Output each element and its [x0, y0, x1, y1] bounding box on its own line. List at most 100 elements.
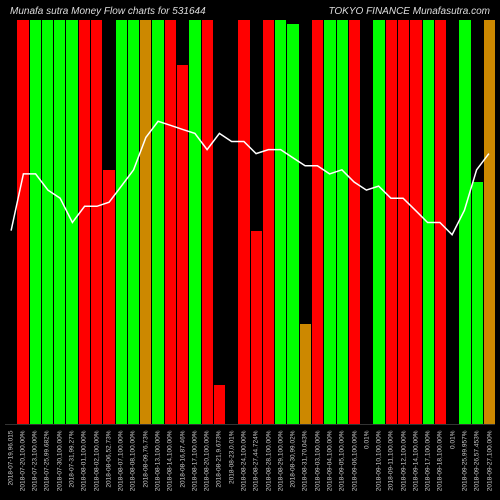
- bar-fill: [287, 24, 298, 425]
- bar-fill: [324, 20, 335, 425]
- bar-fill: [17, 20, 28, 425]
- x-label: 2018-09-27,100.00%: [484, 425, 495, 500]
- x-label-text: 2018-09-05,100.00%: [339, 431, 346, 492]
- bar-fill: [410, 20, 421, 425]
- x-label-text: 2018-07-23,100.00%: [32, 431, 39, 492]
- x-label-text: 2018-09-25,99.957%: [462, 431, 469, 492]
- x-label: 2018-09-14,100.00%: [410, 425, 421, 500]
- bar-fill: [79, 20, 90, 425]
- x-label: 0.01%: [361, 425, 372, 500]
- x-label-text: 2018-08-21,9.673%: [216, 431, 223, 488]
- x-label: 2018-08-21,9.673%: [214, 425, 225, 500]
- x-label-text: 2018-09-12,100.00%: [400, 431, 407, 492]
- x-label: 2018-08-28,100.00%: [263, 425, 274, 500]
- x-label-text: 0.01%: [363, 431, 370, 449]
- bar-fill: [275, 20, 286, 425]
- x-label: 2018-08-30,99.02%: [287, 425, 298, 500]
- x-label: 2018-09-05,100.00%: [337, 425, 348, 500]
- bar-fill: [349, 20, 360, 425]
- x-label: 2018-08-27,44.724%: [251, 425, 262, 500]
- bar-fill: [116, 20, 127, 425]
- x-label-text: 2018-09-18,100.00%: [437, 431, 444, 492]
- x-label: 2018-09-03,100.00%: [312, 425, 323, 500]
- bar-fill: [152, 20, 163, 425]
- x-label: 2018-08-09,76.73%: [140, 425, 151, 500]
- x-label-text: 2018-08-01,100.00%: [81, 431, 88, 492]
- x-label-text: 2018-07-19,96.015: [7, 431, 14, 486]
- x-label-text: 2018-09-04,100.00%: [326, 431, 333, 492]
- x-label: 2018-08-20,100.00%: [202, 425, 213, 500]
- x-label: 2018-08-29,100.00%: [275, 425, 286, 500]
- x-label-text: 2018-08-06,52.73%: [105, 431, 112, 488]
- x-label: 2018-09-17,100.00%: [423, 425, 434, 500]
- x-label: 2018-07-25,99.682%: [42, 425, 53, 500]
- x-label-text: 2018-09-06,100.00%: [351, 431, 358, 492]
- bar-fill: [214, 385, 225, 426]
- x-label: 2018-08-07,100.00%: [116, 425, 127, 500]
- x-label: 2018-08-14,100.00%: [165, 425, 176, 500]
- x-label-text: 2018-08-20,100.00%: [204, 431, 211, 492]
- bar-fill: [54, 20, 65, 425]
- x-label-text: 2018-08-09,76.73%: [142, 431, 149, 488]
- bar-fill: [189, 20, 200, 425]
- x-label-text: 2018-08-16,87.46%: [179, 431, 186, 488]
- x-label-text: 2018-08-17,100.00%: [191, 431, 198, 492]
- bar-fill: [263, 20, 274, 425]
- bar-fill: [472, 182, 483, 425]
- x-label-text: 2018-08-28,100.00%: [265, 431, 272, 492]
- bar-fill: [435, 20, 446, 425]
- x-label: 2018-07-31,99.27%: [66, 425, 77, 500]
- bar-fill: [337, 20, 348, 425]
- bar-fill: [373, 20, 384, 425]
- bar-fill: [386, 20, 397, 425]
- bar-fill: [66, 20, 77, 425]
- x-label-text: 2018-07-31,99.27%: [69, 431, 76, 488]
- x-label: 2018-08-02,100.00%: [91, 425, 102, 500]
- bar-fill: [459, 20, 470, 425]
- bar-fill: [165, 20, 176, 425]
- x-label-text: 2018-08-07,100.00%: [118, 431, 125, 492]
- chart-title-left: Munafa sutra Money Flow charts for 53164…: [10, 6, 206, 17]
- bar-fill: [140, 20, 151, 425]
- x-label-text: 2018-08-30,99.02%: [290, 431, 297, 488]
- bar-fill: [312, 20, 323, 425]
- x-label: 2018-08-01,100.00%: [79, 425, 90, 500]
- bar-fill: [177, 65, 188, 425]
- x-label-text: 2018-09-17,100.00%: [425, 431, 432, 492]
- x-label: 2018-08-23,0.01%: [226, 425, 237, 500]
- x-label: 2018-09-06,100.00%: [349, 425, 360, 500]
- x-label: 2018-08-31,70.043%: [300, 425, 311, 500]
- bar-fill: [484, 20, 495, 425]
- x-label: 2018-08-24,100.00%: [238, 425, 249, 500]
- x-label-text: 2018-08-08,100.00%: [130, 431, 137, 492]
- bar-fill: [128, 20, 139, 425]
- x-label-text: 2018-09-27,100.00%: [486, 431, 493, 492]
- x-label: 2018-09-10,100.00%: [373, 425, 384, 500]
- x-label: 2018-08-16,87.46%: [177, 425, 188, 500]
- x-label: 2018-07-20,100.00%: [17, 425, 28, 500]
- x-label-text: 2018-08-14,100.00%: [167, 431, 174, 492]
- x-label: 2018-09-26,57.453%: [472, 425, 483, 500]
- x-label: 2018-08-08,100.00%: [128, 425, 139, 500]
- x-label: 2018-07-30,100.00%: [54, 425, 65, 500]
- bar-fill: [251, 231, 262, 425]
- bar-fill: [300, 324, 311, 425]
- bar-fill: [91, 20, 102, 425]
- bar-fill: [398, 20, 409, 425]
- x-label-text: 2018-08-31,70.043%: [302, 431, 309, 492]
- x-label-text: 2018-08-02,100.00%: [93, 431, 100, 492]
- x-label: 2018-07-19,96.015: [5, 425, 16, 500]
- x-label: 2018-08-17,100.00%: [189, 425, 200, 500]
- x-label-text: 2018-08-29,100.00%: [277, 431, 284, 492]
- x-label-text: 2018-08-23,0.01%: [228, 431, 235, 485]
- x-label-text: 0.01%: [449, 431, 456, 449]
- bar-fill: [238, 20, 249, 425]
- bar-fill: [423, 20, 434, 425]
- x-label-text: 2018-08-24,100.00%: [240, 431, 247, 492]
- bar-fill: [103, 170, 114, 425]
- x-label: 2018-09-11,100.00%: [386, 425, 397, 500]
- bar-fill: [42, 20, 53, 425]
- plot-area: [5, 20, 495, 425]
- x-label-text: 2018-08-27,44.724%: [253, 431, 260, 492]
- chart-title-right: TOKYO FINANCE Munafasutra.com: [328, 6, 490, 17]
